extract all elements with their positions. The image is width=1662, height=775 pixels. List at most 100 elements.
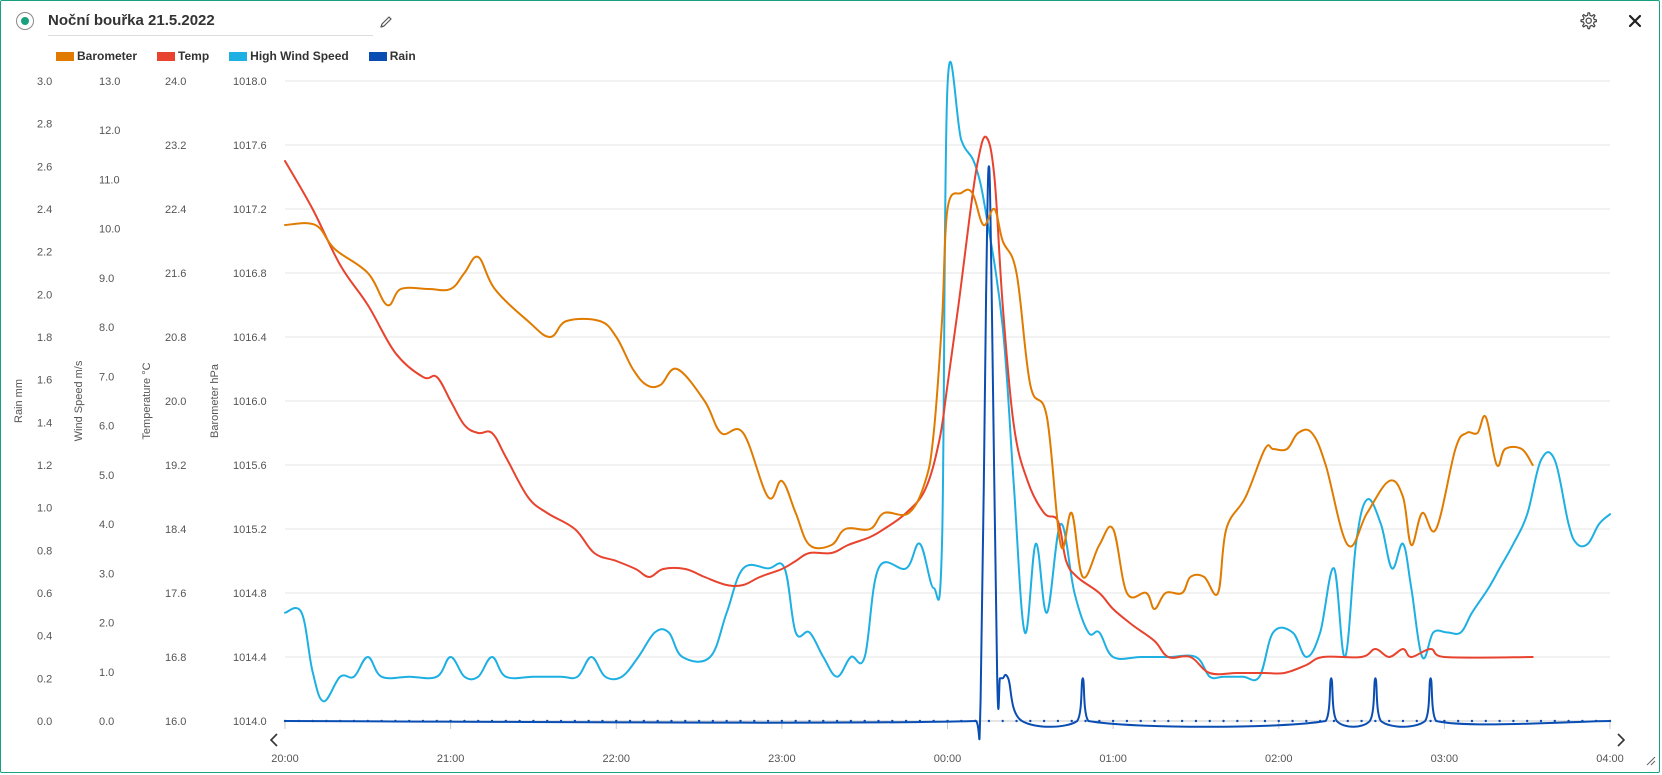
rain-point — [339, 719, 342, 723]
rain-point — [1029, 719, 1032, 723]
rain-point — [711, 719, 715, 723]
rain-point — [449, 719, 452, 723]
rain-point — [1443, 719, 1446, 723]
x-tick-label: 04:00 — [1596, 753, 1624, 765]
scroll-right-arrow-icon[interactable] — [1617, 733, 1626, 747]
y-tick-label: 24.0 — [165, 76, 186, 88]
resize-grip-icon[interactable] — [1646, 756, 1656, 766]
rain-point — [1084, 719, 1087, 723]
rain-point — [311, 719, 314, 723]
y-tick-label: 20.8 — [165, 332, 186, 344]
y-tick-label: 1015.6 — [233, 460, 267, 472]
x-tick-label: 02:00 — [1265, 753, 1293, 765]
y-tick-label: 1017.2 — [233, 204, 267, 216]
rain-point — [808, 719, 811, 723]
legend-label: Barometer — [77, 49, 138, 63]
rain-point — [684, 719, 687, 723]
legend-item[interactable]: Barometer — [56, 48, 137, 64]
y-tick-label: 16.0 — [165, 716, 186, 728]
rain-point — [1553, 719, 1556, 723]
rain-point — [1180, 719, 1184, 723]
y-tick-label: 10.0 — [99, 224, 120, 236]
y-tick-label: 2.4 — [37, 204, 52, 216]
rain-point — [987, 719, 991, 723]
x-tick-label: 22:00 — [602, 753, 630, 765]
rain-point — [283, 719, 287, 723]
y-axis-title: Wind Speed m/s — [73, 360, 85, 441]
rain-point — [1291, 719, 1294, 723]
y-tick-label: 1014.4 — [233, 652, 267, 664]
rain-point — [1249, 719, 1253, 723]
legend-item[interactable]: Temp — [157, 48, 209, 64]
barometer-series-line[interactable] — [284, 188, 1534, 610]
y-tick-label: 1014.0 — [233, 716, 267, 728]
pencil-icon[interactable] — [378, 14, 394, 30]
y-tick-label: 8.0 — [99, 322, 114, 334]
rain-point — [642, 719, 646, 723]
rain-point — [380, 719, 383, 723]
status-dot-icon[interactable] — [16, 12, 34, 30]
rain-point — [960, 719, 963, 723]
rain-point — [766, 719, 770, 723]
y-tick-label: 0.0 — [37, 716, 52, 728]
y-tick-label: 2.0 — [99, 618, 114, 630]
x-tick-label: 00:00 — [934, 753, 962, 765]
rain-point — [1415, 719, 1418, 723]
rain-point — [518, 719, 521, 723]
rain-point — [932, 719, 935, 723]
rain-point — [1236, 719, 1239, 723]
rain-point — [1567, 719, 1570, 723]
rain-point — [946, 719, 949, 723]
scroll-left-arrow-icon[interactable] — [269, 733, 278, 747]
legend-label: Temp — [178, 49, 210, 63]
y-tick-label: 2.8 — [37, 119, 52, 131]
rain-point — [1305, 719, 1308, 723]
high-wind-speed-series-line[interactable] — [284, 60, 1611, 703]
y-tick-label: 1018.0 — [233, 76, 267, 88]
y-tick-label: 1016.4 — [233, 332, 267, 344]
rain-point — [670, 719, 673, 723]
rain-point — [1263, 719, 1267, 723]
y-tick-label: 20.0 — [165, 396, 186, 408]
x-tick-label: 21:00 — [437, 753, 465, 765]
rain-point — [835, 719, 839, 723]
rain-point — [1001, 719, 1004, 723]
rain-point — [1594, 719, 1598, 723]
rain-point — [1015, 719, 1018, 723]
y-tick-label: 1.6 — [37, 375, 52, 387]
rain-point — [656, 719, 659, 723]
rain-point — [1042, 719, 1046, 723]
legend-item[interactable]: Rain — [368, 48, 416, 64]
y-tick-label: 7.0 — [99, 371, 114, 383]
rain-point — [297, 719, 301, 723]
rain-point — [1346, 719, 1349, 723]
rain-series-line[interactable] — [284, 165, 1611, 741]
y-tick-label: 23.2 — [165, 140, 186, 152]
rain-point — [421, 719, 425, 723]
temp-series-line[interactable] — [284, 135, 1534, 676]
y-tick-label: 5.0 — [99, 470, 114, 482]
legend-item[interactable]: High Wind Speed — [229, 48, 349, 64]
rain-point — [904, 719, 908, 723]
rain-point — [1070, 719, 1073, 723]
gear-icon[interactable] — [1578, 11, 1598, 31]
rain-point — [546, 719, 549, 723]
y-tick-label: 1016.0 — [233, 396, 267, 408]
close-icon[interactable] — [1625, 11, 1645, 31]
y-axis-title: Temperature °C — [141, 362, 153, 439]
y-tick-label: 9.0 — [99, 273, 114, 285]
rain-point — [352, 719, 356, 723]
chart-title[interactable]: Noční bouřka 21.5.2022 — [48, 12, 215, 29]
legend-label: High Wind Speed — [250, 49, 349, 63]
rain-point — [1111, 719, 1115, 723]
rain-point — [973, 719, 977, 723]
rain-point — [1429, 719, 1432, 723]
y-axis-title: Barometer hPa — [209, 363, 221, 438]
y-tick-label: 19.2 — [165, 460, 186, 472]
rain-point — [1222, 719, 1225, 723]
y-tick-label: 3.0 — [99, 568, 114, 580]
rain-point — [615, 719, 618, 723]
rain-point — [559, 719, 563, 723]
y-tick-label: 1.0 — [99, 667, 114, 679]
